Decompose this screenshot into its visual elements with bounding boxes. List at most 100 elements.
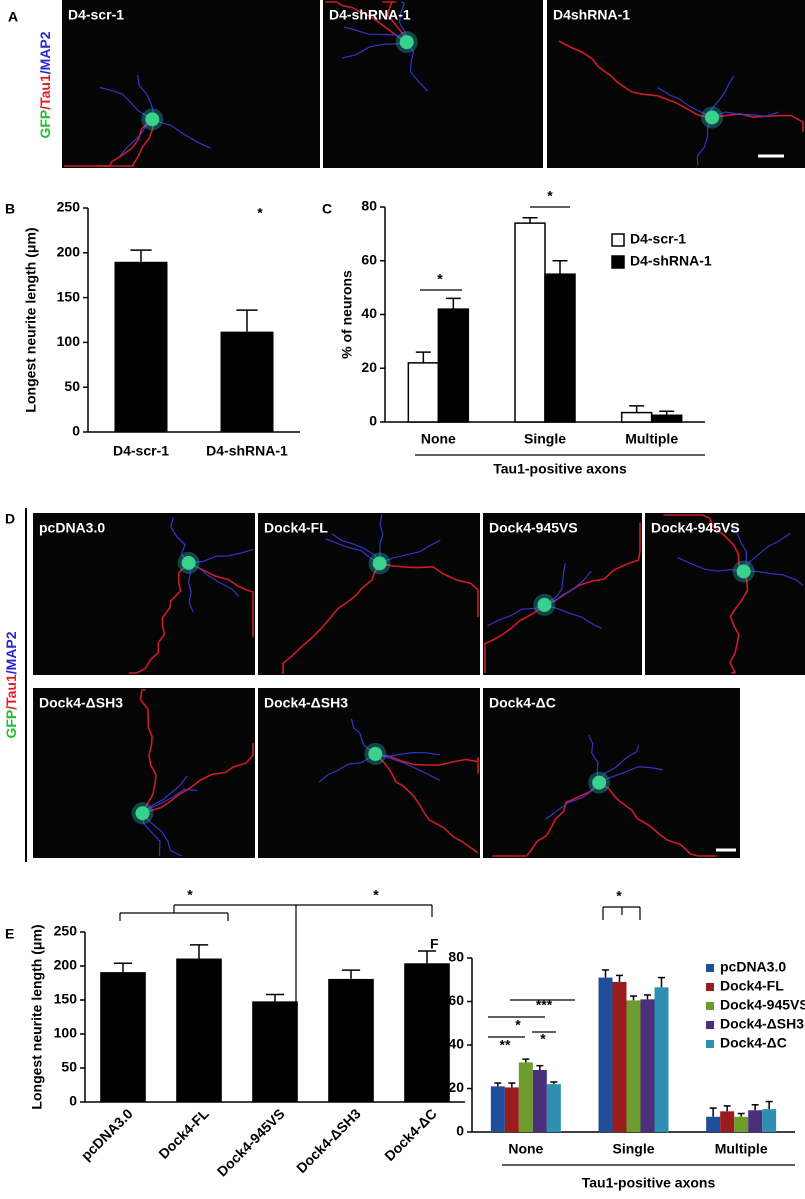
- error-bar: [417, 950, 437, 964]
- soma-glow: [131, 802, 154, 825]
- bar: [544, 273, 576, 423]
- legend-label: Dock4-FL: [720, 978, 784, 994]
- neurite: [743, 570, 804, 586]
- error-bar: [341, 969, 361, 979]
- error-bar: [602, 969, 609, 978]
- y-tick-label: 40: [448, 1036, 464, 1052]
- micrograph: [483, 688, 740, 858]
- significance-mark: *: [437, 271, 443, 287]
- soma-glow: [533, 593, 556, 616]
- stain-part: /Tau1: [37, 74, 53, 110]
- neurite: [379, 514, 384, 564]
- error-bar: [265, 993, 285, 1002]
- soma-glow: [395, 31, 418, 54]
- y-tick-label: 150: [57, 288, 81, 304]
- legend-swatch: [706, 1040, 714, 1048]
- neurite: [188, 548, 254, 564]
- neurite: [64, 118, 153, 167]
- y-tick-label: 200: [57, 244, 81, 260]
- micrograph: [33, 513, 255, 675]
- error-bar: [522, 1058, 530, 1063]
- y-tick-label: 80: [448, 949, 464, 965]
- stain-part: /MAP2: [37, 31, 53, 74]
- error-bar: [629, 405, 645, 413]
- legend-swatch: [706, 983, 714, 991]
- error-bar: [751, 1104, 759, 1111]
- soma-glow: [364, 742, 387, 765]
- neurite: [375, 753, 479, 774]
- legend-label: pcDNA3.0: [720, 959, 786, 975]
- bar: [328, 978, 374, 1102]
- soma: [592, 775, 607, 790]
- y-tick-label: 40: [361, 305, 377, 321]
- panel-letter: E: [5, 926, 14, 942]
- neurite: [341, 41, 407, 59]
- neurite: [325, 1, 408, 43]
- micrograph: [258, 513, 480, 675]
- soma-glow: [701, 106, 724, 129]
- neurite: [743, 532, 791, 572]
- soma: [368, 746, 383, 761]
- legend-label: D4-scr-1: [630, 231, 686, 247]
- neurite: [588, 734, 600, 783]
- micrograph-label: Dock4-945VS: [489, 520, 578, 536]
- x-tick-label: Dock4-ΔC: [381, 1105, 440, 1164]
- y-tick-label: 100: [54, 1025, 78, 1041]
- bar: [504, 1087, 519, 1132]
- significance-mark: *: [373, 887, 379, 903]
- soma: [145, 112, 160, 127]
- error-bar: [616, 974, 623, 982]
- significance-mark: *: [616, 888, 622, 904]
- micrograph-label: D4shRNA-1: [553, 7, 630, 23]
- micrograph-label: Dock4-945VS: [651, 520, 740, 536]
- soma: [135, 806, 150, 821]
- neurite: [188, 562, 254, 638]
- bar: [720, 1111, 735, 1132]
- bar: [640, 999, 655, 1132]
- stain-part: GFP: [3, 710, 19, 739]
- micrograph-label: Dock4-FL: [264, 520, 328, 536]
- error-bar: [522, 217, 538, 224]
- micrograph: [258, 688, 480, 858]
- legend-swatch: [706, 1002, 714, 1010]
- bar: [734, 1116, 749, 1132]
- neurite: [558, 40, 713, 119]
- stain-part: /Tau1: [3, 674, 19, 710]
- stain-part: /MAP2: [3, 631, 19, 674]
- neurite: [711, 111, 779, 119]
- neurite: [343, 26, 408, 43]
- x-tick-label: None: [421, 431, 456, 447]
- bar: [762, 1109, 777, 1132]
- soma: [181, 555, 196, 570]
- bar: [176, 958, 222, 1102]
- significance-mark: ***: [536, 997, 553, 1013]
- error-bar: [644, 994, 651, 1000]
- bar: [252, 1001, 298, 1102]
- micrograph: [62, 0, 320, 168]
- y-tick-label: 60: [361, 251, 377, 267]
- neurite: [677, 556, 744, 573]
- bar: [404, 963, 450, 1102]
- micrograph: [483, 513, 642, 675]
- legend-label: Dock4-ΔSH3: [720, 1016, 804, 1032]
- error-bar: [494, 1082, 502, 1087]
- x-axis-label: Tau1-positive axons: [493, 461, 627, 477]
- micrograph: [645, 513, 805, 675]
- micrograph-label: Dock4-ΔSH3: [39, 695, 123, 711]
- legend-swatch: [611, 255, 625, 269]
- y-tick-label: 0: [69, 1093, 77, 1109]
- soma-glow: [732, 560, 755, 583]
- soma: [537, 597, 552, 612]
- bar: [532, 1070, 547, 1132]
- bar: [518, 1062, 533, 1132]
- y-tick-label: 50: [61, 1059, 77, 1075]
- neurite: [598, 766, 663, 784]
- panel-letter: C: [322, 201, 332, 217]
- y-tick-label: 0: [369, 413, 377, 429]
- neurite: [142, 742, 254, 814]
- y-tick-label: 250: [57, 199, 81, 215]
- significance-mark: *: [187, 887, 193, 903]
- neurite: [657, 87, 713, 118]
- bar: [598, 977, 613, 1132]
- y-axis-label: % of neurons: [339, 270, 355, 359]
